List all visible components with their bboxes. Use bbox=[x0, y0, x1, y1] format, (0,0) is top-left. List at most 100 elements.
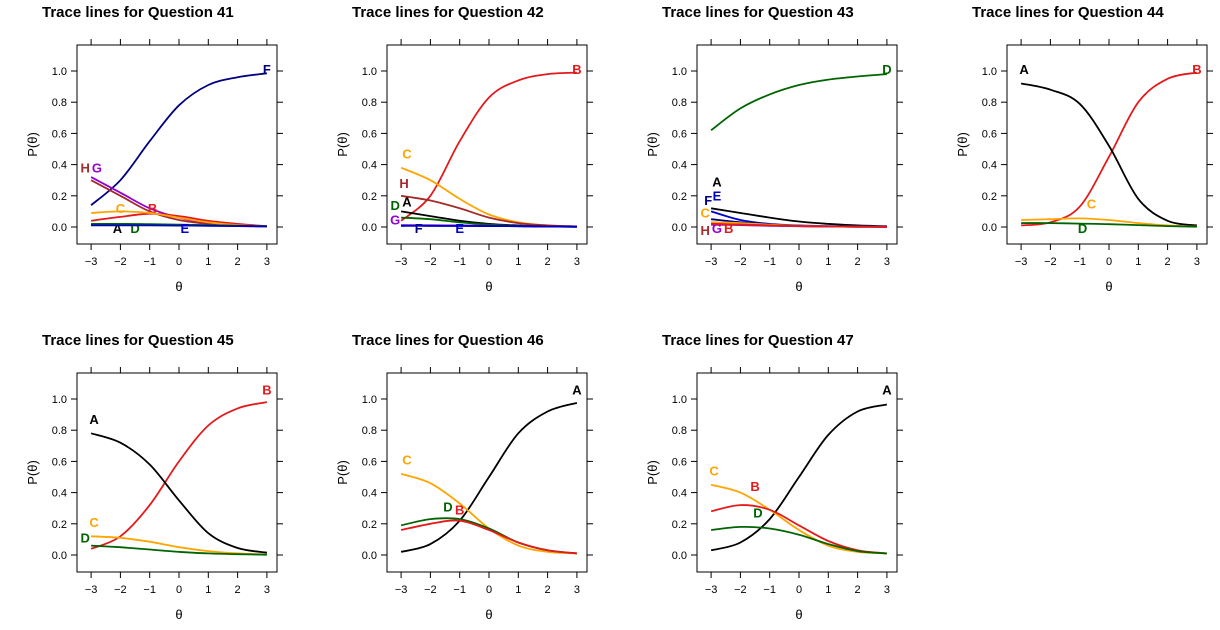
y-tick-label: 0.2 bbox=[982, 191, 997, 203]
y-tick-label: 0.8 bbox=[52, 97, 67, 109]
y-tick-label: 0.8 bbox=[52, 425, 67, 437]
y-tick-label: 0.0 bbox=[362, 550, 377, 562]
x-tick-label: 0 bbox=[486, 584, 492, 596]
x-tick-label: 0 bbox=[1106, 256, 1112, 268]
y-tick-label: 0.2 bbox=[362, 191, 377, 203]
y-tick-label: 0.6 bbox=[362, 456, 377, 468]
y-tick-label: 0.0 bbox=[672, 222, 687, 234]
x-tick-label: −2 bbox=[734, 584, 747, 596]
plot-box bbox=[386, 44, 588, 245]
series-label-F: F bbox=[704, 193, 712, 208]
y-tick-label: 0.6 bbox=[362, 128, 377, 140]
series-label-D: D bbox=[753, 506, 762, 521]
x-axis-label: θ bbox=[795, 607, 802, 622]
y-tick-label: 0.0 bbox=[52, 222, 67, 234]
plot-box bbox=[76, 372, 278, 573]
x-tick-label: −3 bbox=[395, 584, 408, 596]
x-tick-label: −3 bbox=[705, 256, 718, 268]
x-tick-label: 0 bbox=[176, 256, 182, 268]
y-tick-label: 0.0 bbox=[672, 550, 687, 562]
x-axis-label: θ bbox=[485, 607, 492, 622]
series-line-A bbox=[90, 432, 268, 554]
x-tick-label: 3 bbox=[264, 584, 270, 596]
series-label-C: C bbox=[89, 515, 99, 530]
series-label-B: B bbox=[262, 382, 271, 397]
y-tick-label: 0.8 bbox=[982, 97, 997, 109]
chart-title: Trace lines for Question 41 bbox=[42, 4, 234, 21]
series-line-H bbox=[400, 194, 577, 228]
y-tick-label: 0.8 bbox=[362, 425, 377, 437]
chart-title: Trace lines for Question 46 bbox=[352, 332, 544, 349]
x-tick-label: −2 bbox=[1044, 256, 1057, 268]
chart-panel-1: Trace lines for Question 41 −3 −2 −1 0 1 2 3 0.0… bbox=[25, 4, 283, 294]
chart-title: Trace lines for Question 42 bbox=[352, 4, 544, 21]
x-tick-label: −2 bbox=[114, 584, 127, 596]
series-line-E bbox=[91, 224, 267, 228]
series-label-A: A bbox=[402, 195, 412, 210]
series-label-E: E bbox=[455, 221, 464, 236]
series-label-H: H bbox=[81, 160, 90, 175]
series-label-D: D bbox=[130, 221, 139, 236]
y-tick-label: 0.2 bbox=[672, 191, 687, 203]
x-tick-label: 2 bbox=[545, 584, 551, 596]
y-axis-label: P(θ) bbox=[25, 132, 40, 157]
series-line-A bbox=[710, 207, 887, 228]
plot-box bbox=[76, 44, 278, 245]
chart-panel-7: Trace lines for Question 47 −3 −2 −1 0 1 2 3 0.0… bbox=[645, 332, 903, 622]
plot-box bbox=[386, 372, 588, 573]
y-tick-label: 0.2 bbox=[362, 519, 377, 531]
series-label-C: C bbox=[1087, 196, 1097, 211]
y-tick-label: 0.2 bbox=[672, 519, 687, 531]
series-line-B bbox=[90, 212, 267, 228]
series-label-B: B bbox=[1192, 62, 1201, 77]
series-label-D: D bbox=[391, 198, 400, 213]
x-tick-label: −1 bbox=[1073, 256, 1086, 268]
series-label-F: F bbox=[415, 221, 423, 236]
x-tick-label: 3 bbox=[884, 256, 890, 268]
y-tick-label: 0.8 bbox=[672, 97, 687, 109]
series-label-A: A bbox=[712, 174, 722, 189]
x-tick-label: 0 bbox=[176, 584, 182, 596]
x-tick-label: −3 bbox=[395, 256, 408, 268]
y-tick-label: 0.8 bbox=[672, 425, 687, 437]
y-tick-label: 0.6 bbox=[672, 128, 687, 140]
x-tick-label: −3 bbox=[85, 256, 98, 268]
y-tick-label: 0.4 bbox=[362, 160, 377, 172]
chart-panel-3: Trace lines for Question 43 −3 −2 −1 0 1 2 3 0.0… bbox=[645, 4, 903, 294]
y-tick-label: 1.0 bbox=[672, 394, 687, 406]
x-tick-label: −2 bbox=[424, 584, 437, 596]
y-axis-label: P(θ) bbox=[955, 132, 970, 157]
y-tick-label: 1.0 bbox=[672, 66, 687, 78]
y-tick-label: 1.0 bbox=[362, 394, 377, 406]
x-tick-label: −1 bbox=[143, 256, 156, 268]
y-axis-label: P(θ) bbox=[335, 132, 350, 157]
series-line-D bbox=[91, 544, 267, 556]
series-label-C: C bbox=[402, 453, 412, 468]
x-tick-label: −2 bbox=[734, 256, 747, 268]
plot-box bbox=[696, 372, 898, 573]
series-line-A bbox=[1020, 82, 1198, 227]
series-label-E: E bbox=[181, 221, 190, 236]
x-tick-label: 1 bbox=[825, 256, 831, 268]
series-line-F bbox=[90, 72, 268, 206]
x-tick-label: 0 bbox=[486, 256, 492, 268]
chart-panel-2: Trace lines for Question 42 −3 −2 −1 0 1 2 3 0.0… bbox=[335, 4, 593, 294]
x-tick-label: −2 bbox=[114, 256, 127, 268]
series-line-D bbox=[711, 525, 887, 555]
chart-panel-4: Trace lines for Question 44 −3 −2 −1 0 1 2 3 0.0… bbox=[955, 4, 1213, 294]
x-tick-label: 1 bbox=[205, 256, 211, 268]
chart-title: Trace lines for Question 44 bbox=[972, 4, 1164, 21]
series-line-B bbox=[1021, 71, 1198, 227]
series-label-A: A bbox=[572, 382, 582, 397]
x-tick-label: −3 bbox=[705, 584, 718, 596]
y-tick-label: 1.0 bbox=[52, 394, 67, 406]
y-tick-label: 0.4 bbox=[362, 488, 377, 500]
series-line-B bbox=[400, 519, 577, 555]
chart-panel-5: Trace lines for Question 45 −3 −2 −1 0 1 2 3 0.0… bbox=[25, 332, 283, 622]
y-tick-label: 0.4 bbox=[672, 488, 687, 500]
x-tick-label: 2 bbox=[235, 256, 241, 268]
series-line-A bbox=[400, 402, 578, 553]
x-tick-label: −1 bbox=[143, 584, 156, 596]
